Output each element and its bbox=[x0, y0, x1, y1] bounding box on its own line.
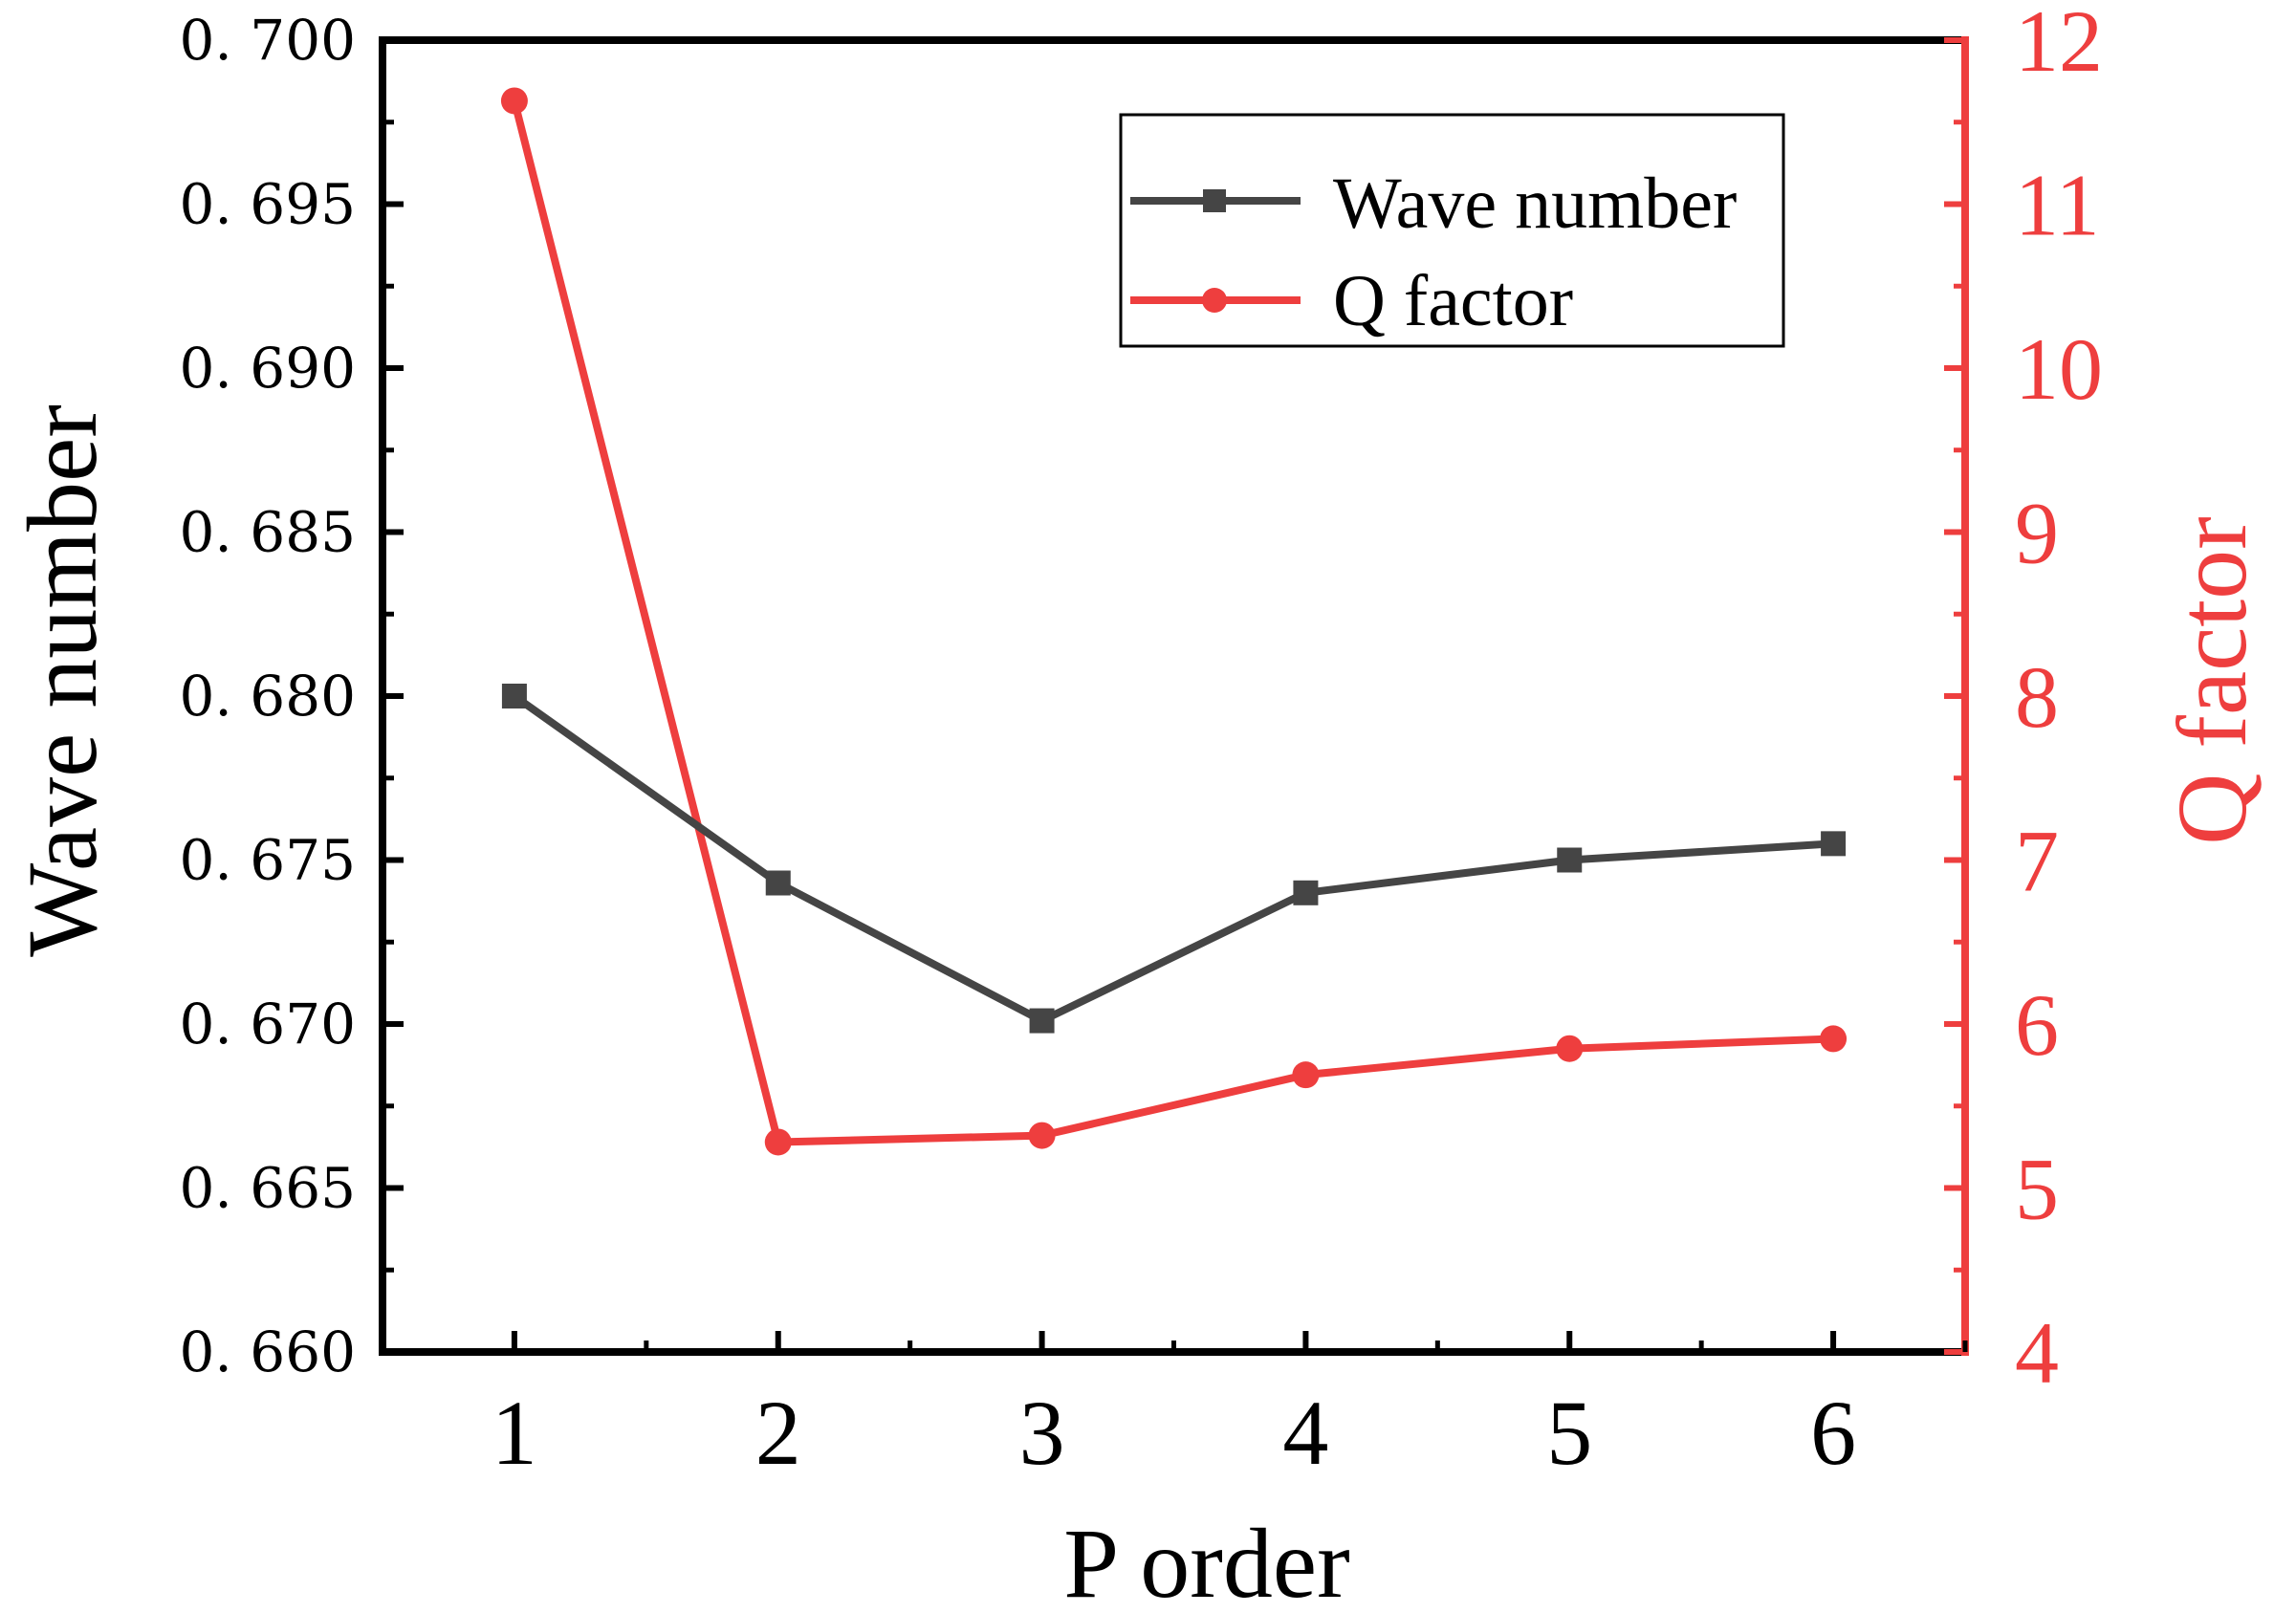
wave-number-point bbox=[1821, 831, 1847, 857]
y2-tick-label: 5 bbox=[2015, 1141, 2059, 1238]
legend-label-wave-number: Wave number bbox=[1333, 163, 1737, 244]
series-layer bbox=[500, 87, 1848, 1156]
x-tick-label: 1 bbox=[492, 1382, 537, 1484]
q-factor-point bbox=[1292, 1061, 1320, 1089]
y2-tick-label: 4 bbox=[2015, 1304, 2059, 1402]
legend-label-q-factor: Q factor bbox=[1333, 261, 1573, 341]
y-tick-label: 0. 680 bbox=[180, 664, 356, 729]
q-factor-line bbox=[511, 99, 1834, 1146]
y2-tick-label: 9 bbox=[2015, 485, 2059, 582]
x-tick-label: 6 bbox=[1810, 1382, 1856, 1484]
x-axis-title: P order bbox=[1063, 1509, 1349, 1613]
y-tick-label: 0. 685 bbox=[180, 500, 356, 565]
wave-number-point bbox=[1557, 847, 1583, 873]
y2-tick-label: 6 bbox=[2015, 976, 2059, 1074]
x-tick-label: 5 bbox=[1546, 1382, 1592, 1484]
y2-tick-label: 12 bbox=[2015, 0, 2103, 90]
legend-marker-q-factor bbox=[1202, 288, 1227, 313]
legend: Wave number Q factor bbox=[1119, 113, 1785, 348]
legend-box bbox=[1119, 113, 1785, 348]
y-tick-label: 0. 665 bbox=[180, 1156, 356, 1221]
y-tick-label: 0. 690 bbox=[180, 336, 356, 401]
x-tick-label: 2 bbox=[755, 1382, 801, 1484]
y-tick-label: 0. 700 bbox=[180, 8, 356, 73]
wave-number-point bbox=[1029, 1008, 1055, 1034]
y2-axis-title: Q factor bbox=[2157, 516, 2267, 845]
y-axis-title: Wave number bbox=[8, 404, 118, 957]
q-factor-point bbox=[1820, 1025, 1848, 1053]
y-tick-label: 0. 695 bbox=[180, 172, 356, 237]
wave-number-line bbox=[512, 692, 1834, 1025]
wave-number-point bbox=[765, 870, 791, 896]
x-tick-label: 3 bbox=[1019, 1382, 1065, 1484]
y2-tick-label: 8 bbox=[2015, 648, 2059, 746]
x-tick-label: 4 bbox=[1282, 1382, 1328, 1484]
y2-tick-label: 10 bbox=[2015, 320, 2103, 418]
wave-number-point bbox=[501, 684, 527, 708]
y-tick-label: 0. 670 bbox=[180, 992, 356, 1057]
q-factor-point bbox=[764, 1128, 792, 1156]
legend-marker-wave-number bbox=[1203, 189, 1226, 212]
q-factor-point bbox=[1556, 1035, 1584, 1062]
q-factor-point bbox=[500, 87, 528, 115]
axes-layer: 0. 660 0. 665 0. 670 0. 675 0. 680 0. 685 0. 6… bbox=[180, 0, 2103, 1484]
y-tick-label: 0. 660 bbox=[180, 1319, 356, 1384]
y-tick-label: 0. 675 bbox=[180, 828, 356, 893]
y2-tick-label: 11 bbox=[2015, 157, 2100, 254]
y2-tick-label: 7 bbox=[2015, 813, 2059, 910]
wave-number-point bbox=[1293, 880, 1319, 905]
q-factor-point bbox=[1028, 1122, 1056, 1149]
